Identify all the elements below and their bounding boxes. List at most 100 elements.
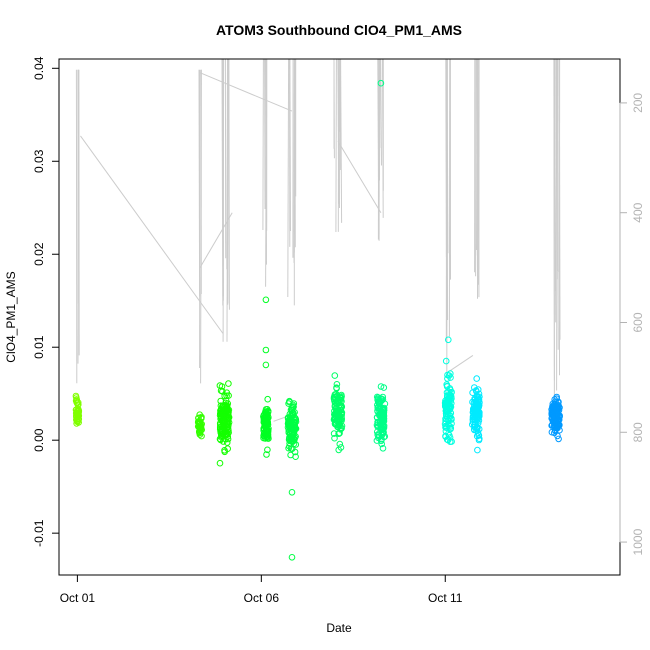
data-point: [288, 425, 295, 433]
data-point: [555, 435, 562, 443]
data-point: [264, 435, 271, 442]
altitude-trace-line: [221, 58, 224, 306]
data-point: [470, 406, 477, 413]
data-point: [476, 435, 483, 443]
data-point: [549, 403, 556, 410]
data-point: [224, 435, 232, 443]
data-point: [378, 440, 386, 448]
data-point: [379, 445, 387, 452]
data-point-outlier: [288, 489, 296, 496]
data-point: [381, 400, 389, 408]
data-point: [469, 412, 477, 420]
altitude-trace-line: [553, 58, 555, 381]
data-point: [330, 430, 338, 437]
altitude-trace-line: [377, 58, 380, 222]
data-point-outlier: [262, 296, 270, 304]
data-point: [446, 393, 454, 401]
data-point: [378, 415, 386, 423]
y-tick-label: 0.00: [32, 428, 46, 452]
altitude-trace-line: [476, 58, 478, 256]
data-point: [471, 416, 479, 423]
data-point: [222, 411, 230, 418]
x-axis-title: Date: [326, 621, 352, 635]
data-point: [469, 421, 476, 428]
secondary-tick-label: 1000: [631, 528, 645, 555]
data-point: [223, 389, 231, 397]
x-tick-label: Oct 06: [244, 591, 280, 605]
data-point: [223, 392, 230, 400]
data-point: [554, 424, 561, 432]
data-point: [548, 428, 556, 436]
data-point: [289, 438, 296, 446]
data-point: [448, 416, 455, 423]
data-point: [333, 381, 341, 388]
altitude-trace-line: [287, 58, 290, 298]
data-point: [292, 453, 299, 461]
data-point: [225, 380, 232, 387]
altitude-trace-line: [477, 58, 480, 250]
secondary-tick-label: 800: [631, 422, 645, 442]
altitude-transit-line: [337, 141, 382, 213]
altitude-trace-line: [340, 58, 343, 223]
data-point: [445, 372, 453, 379]
altitude-transit-line: [199, 72, 293, 112]
data-point: [264, 446, 271, 454]
data-point: [335, 422, 343, 429]
data-point: [263, 427, 270, 435]
altitude-transit-line: [448, 354, 474, 373]
altitude-trace-line: [335, 58, 337, 233]
data-point: [217, 436, 224, 444]
data-point: [375, 395, 382, 403]
data-point: [288, 411, 295, 418]
data-point-outlier: [262, 361, 270, 369]
x-tick-label: Oct 11: [428, 591, 463, 605]
data-point: [72, 409, 80, 417]
points-layer: [72, 79, 563, 561]
data-point: [447, 409, 454, 417]
altitude-trace-line: [228, 58, 230, 310]
altitude-trace-line: [200, 69, 202, 384]
data-point: [263, 451, 270, 458]
data-point: [443, 415, 450, 423]
data-point: [550, 401, 558, 408]
data-point: [264, 395, 272, 403]
y-tick-label: 0.03: [32, 149, 46, 173]
y-tick-label: 0.01: [32, 335, 46, 359]
data-point: [334, 397, 342, 404]
data-point: [442, 357, 450, 365]
x-tick-label: Oct 01: [60, 591, 96, 605]
secondary-tick-label: 400: [631, 202, 645, 222]
altitude-trace-line: [380, 58, 382, 166]
data-point: [223, 414, 231, 422]
data-point: [331, 372, 339, 379]
data-point: [287, 445, 295, 452]
data-point: [375, 422, 382, 430]
chart-title: ATOM3 Southbound ClO4_PM1_AMS: [216, 22, 462, 38]
data-point: [444, 436, 452, 444]
y-tick-label: 0.04: [32, 56, 46, 80]
data-point: [216, 382, 224, 389]
data-point: [378, 405, 385, 412]
data-point: [473, 375, 481, 382]
data-point: [74, 413, 81, 420]
data-point: [219, 388, 226, 395]
data-point: [470, 399, 478, 406]
data-point: [221, 448, 228, 456]
y-tick-label: -0.01: [32, 519, 46, 547]
data-point: [331, 395, 338, 403]
data-point: [338, 409, 345, 417]
axes-layer: Oct 01 Oct 06 Oct 11 -0.01 0.00 0.01 0.02 0.03 0…: [32, 56, 645, 605]
data-point: [337, 444, 345, 451]
secondary-tick-label: 200: [631, 93, 645, 113]
data-point: [448, 395, 455, 402]
altitude-trace-line: [558, 58, 561, 340]
data-point: [197, 421, 204, 429]
data-point: [476, 411, 483, 419]
data-point: [377, 383, 385, 390]
data-point: [378, 431, 386, 439]
data-point-outlier: [377, 79, 385, 87]
data-point-outlier: [445, 336, 452, 344]
data-point: [222, 428, 230, 435]
data-point: [290, 400, 298, 407]
